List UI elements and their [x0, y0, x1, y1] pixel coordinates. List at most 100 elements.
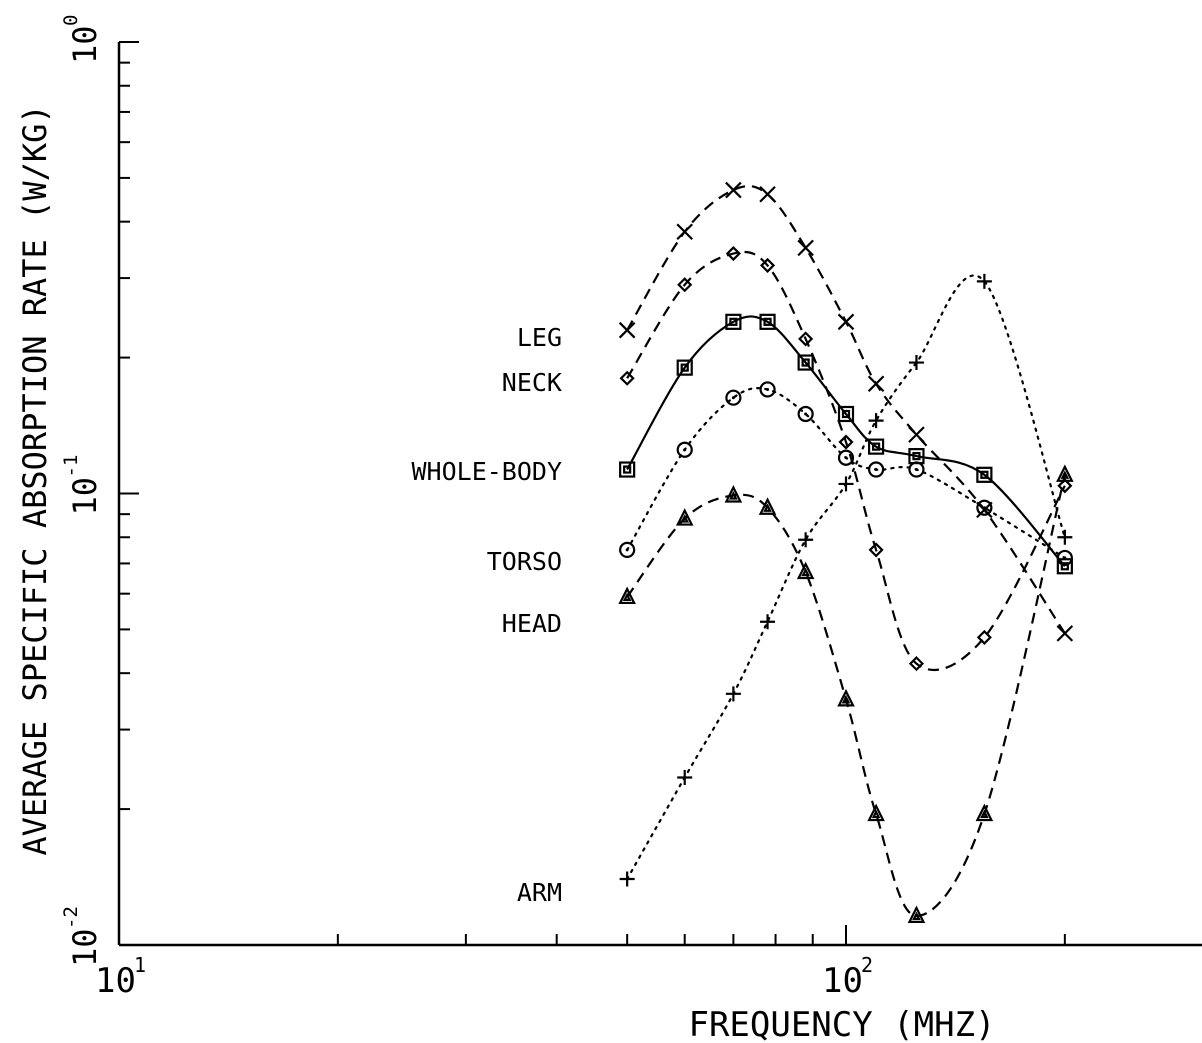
data-point-neck: [759, 257, 776, 273]
y-tick-label: 10: [66, 928, 104, 967]
series-label-arm: ARM: [517, 878, 562, 907]
data-point-head-inner: [912, 911, 921, 920]
data-point-torso-dot: [804, 412, 808, 416]
data-point-whole-body-inner: [841, 409, 851, 419]
y-tick-exponent: 0: [60, 15, 82, 26]
x-axis-label: FREQUENCY (MHZ): [688, 1005, 995, 1043]
data-point-torso: [725, 389, 742, 406]
data-point-neck: [677, 277, 693, 293]
data-point-head-inner: [622, 592, 632, 602]
data-point-head-inner: [680, 514, 689, 523]
data-point-head-inner: [801, 567, 810, 577]
data-point-arm: [619, 871, 635, 887]
y-tick-exponent: -1: [60, 455, 82, 478]
data-point-arm: [677, 769, 693, 785]
data-point-whole-body-inner: [729, 317, 738, 326]
data-point-torso-dot: [844, 456, 848, 460]
data-point-torso-dot: [982, 506, 986, 510]
data-point-whole-body-inner: [912, 452, 921, 461]
data-point-head-inner: [729, 491, 738, 500]
data-point-neck: [619, 370, 635, 386]
data-point-torso-dot: [1063, 556, 1067, 560]
data-point-neck: [1057, 478, 1073, 494]
data-point-head: [675, 508, 694, 526]
data-point-torso-dot: [731, 396, 735, 400]
data-point-whole-body-inner: [680, 363, 689, 372]
data-point-head: [907, 905, 926, 923]
data-point-neck: [798, 331, 814, 347]
data-point-neck: [868, 542, 884, 558]
data-point-torso-dot: [625, 548, 629, 552]
data-point-head-inner: [763, 503, 772, 512]
data-point-head: [975, 803, 994, 822]
x-tick-exponent: 1: [134, 953, 146, 977]
data-point-whole-body-inner: [1060, 562, 1069, 571]
data-point-head: [758, 497, 777, 515]
x-tick-exponent: 2: [861, 953, 873, 977]
data-point-neck: [976, 629, 992, 645]
x-tick-label: 10: [822, 961, 863, 1001]
series-markers: [618, 181, 1074, 923]
data-point-head: [618, 586, 636, 605]
data-point-leg: [618, 321, 636, 339]
y-tick-label-group: 10-1: [60, 455, 104, 516]
data-point-head: [1056, 464, 1074, 482]
data-point-torso-dot: [766, 387, 770, 391]
data-point-whole-body: [759, 313, 776, 330]
series-lines: [626, 184, 1066, 917]
data-point-leg: [759, 185, 776, 203]
data-point-whole-body: [837, 405, 855, 423]
data-point-head: [867, 803, 885, 822]
data-point-torso: [759, 381, 776, 398]
data-point-whole-body: [725, 313, 742, 330]
data-point-torso: [619, 541, 636, 559]
series-label-torso: TORSO: [487, 547, 562, 576]
data-point-leg: [676, 223, 693, 241]
series-line-whole-body: [626, 315, 1066, 567]
data-point-head: [796, 561, 815, 580]
data-point-neck: [838, 434, 854, 450]
data-point-whole-body-inner: [871, 442, 881, 451]
data-point-head: [837, 688, 855, 707]
data-point-arm: [725, 686, 741, 702]
data-point-whole-body-inner: [623, 465, 632, 474]
data-point-head: [724, 485, 743, 503]
data-point-leg: [797, 239, 814, 257]
data-point-head-inner: [871, 809, 881, 819]
series-line-leg: [626, 184, 1066, 634]
data-point-leg: [976, 501, 993, 519]
data-point-leg: [1056, 625, 1074, 642]
data-point-whole-body-inner: [763, 317, 772, 326]
data-point-whole-body: [867, 438, 885, 455]
data-point-leg: [725, 181, 742, 199]
y-tick-label-group: 10-2: [60, 906, 104, 967]
data-point-torso-dot: [683, 448, 687, 452]
data-point-torso: [676, 441, 693, 458]
data-point-leg: [837, 313, 855, 331]
data-point-arm: [798, 532, 814, 548]
data-point-torso: [1056, 549, 1073, 567]
data-point-torso: [976, 499, 993, 516]
axes: [117, 42, 1202, 947]
data-point-whole-body-inner: [980, 470, 989, 479]
data-point-neck: [908, 656, 925, 672]
data-point-arm: [838, 476, 854, 492]
data-point-torso: [867, 461, 885, 478]
data-point-torso: [908, 461, 925, 478]
series-line-torso: [626, 387, 1066, 560]
y-tick-label: 10: [66, 477, 104, 516]
y-tick-exponent: -2: [60, 906, 82, 929]
series-line-neck: [626, 250, 1066, 672]
data-point-whole-body-inner: [801, 358, 810, 367]
data-point-whole-body: [797, 354, 814, 371]
y-tick-label-group: 100: [60, 15, 104, 64]
data-point-whole-body: [676, 359, 693, 376]
data-point-arm: [868, 413, 884, 429]
data-point-torso-dot: [874, 468, 878, 472]
data-point-arm: [1057, 529, 1073, 545]
data-point-whole-body: [976, 466, 993, 483]
series-label-neck: NECK: [502, 368, 562, 397]
data-point-arm: [976, 273, 992, 289]
series-label-head: HEAD: [502, 609, 562, 638]
